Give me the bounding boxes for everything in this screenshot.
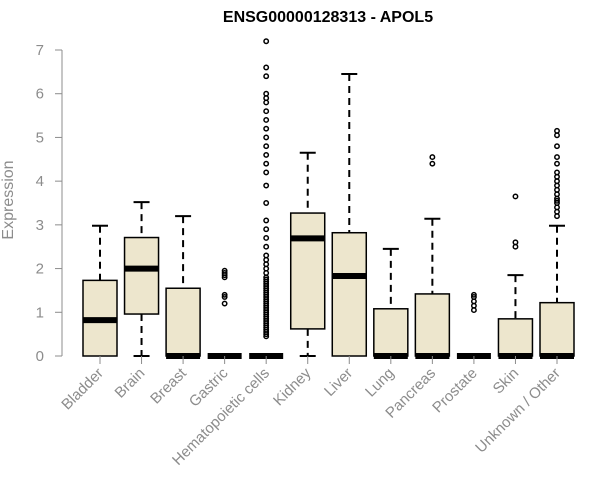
boxes-group <box>82 38 575 359</box>
outlier-point <box>470 294 477 300</box>
outlier-point <box>263 151 270 158</box>
outlier-point <box>221 300 228 307</box>
box-gastric <box>207 267 242 359</box>
y-tick-label: 3 <box>36 217 44 234</box>
box-body <box>331 231 368 357</box>
outlier-point <box>554 169 560 176</box>
box-skin <box>497 193 534 359</box>
outlier-point <box>263 73 270 80</box>
outlier-point <box>554 127 560 134</box>
box-body <box>165 287 201 357</box>
outlier-point <box>263 160 270 167</box>
outlier-point <box>263 90 270 97</box>
box-body <box>539 301 575 357</box>
y-tick-label: 2 <box>36 261 44 278</box>
outlier-point <box>263 182 270 189</box>
x-tick-label: Prostate <box>429 365 481 417</box>
outlier-point <box>263 143 270 150</box>
outlier-point <box>512 193 519 200</box>
outlier-point <box>263 276 270 283</box>
box-unknown-other <box>539 127 575 359</box>
x-tick-label: Kidney <box>270 364 315 409</box>
box-liver <box>331 73 368 357</box>
box-brain <box>123 201 160 357</box>
y-tick-label: 5 <box>36 129 44 146</box>
outlier-point <box>470 291 477 298</box>
y-tick-label: 1 <box>36 304 44 321</box>
outlier-point <box>263 252 270 259</box>
box-pancreas <box>414 154 451 359</box>
outlier-point <box>429 154 436 161</box>
outlier-point <box>554 154 560 161</box>
y-tick-label: 4 <box>36 173 44 190</box>
box-body <box>414 293 451 357</box>
outlier-point <box>554 160 560 167</box>
box-body <box>373 308 409 357</box>
y-tick-label: 7 <box>36 42 44 59</box>
outlier-point <box>554 197 560 204</box>
x-tick-label: Bladder <box>58 365 107 414</box>
outlier-point <box>221 269 228 276</box>
box-lung <box>373 247 409 359</box>
outlier-point <box>263 125 270 132</box>
x-tick-label: Liver <box>321 365 356 400</box>
outlier-point <box>263 169 270 176</box>
outlier-point <box>263 200 270 206</box>
outlier-point <box>263 38 270 45</box>
outlier-point <box>263 64 270 71</box>
outlier-point <box>263 108 270 115</box>
y-tick-label: 0 <box>36 348 44 365</box>
outlier-point <box>263 134 270 141</box>
outlier-point <box>221 294 228 300</box>
box-kidney <box>289 151 326 357</box>
outlier-point <box>263 235 270 241</box>
outlier-point <box>554 143 560 150</box>
chart-title: ENSG00000128313 - APOL5 <box>223 9 433 26</box>
outlier-point <box>263 217 270 224</box>
outlier-point <box>221 291 228 298</box>
box-body <box>289 212 326 330</box>
outlier-point <box>263 116 270 123</box>
x-tick-label: Breast <box>147 364 190 407</box>
box-hematopoietic-cells <box>249 38 284 359</box>
outlier-point <box>429 160 436 167</box>
x-tick-label: Skin <box>490 365 523 398</box>
y-axis: 0 1 2 3 4 5 6 7 <box>36 42 63 365</box>
box-breast <box>165 215 201 359</box>
y-tick-label: 6 <box>36 86 44 103</box>
box-body <box>123 236 160 315</box>
outlier-point <box>263 243 270 250</box>
outlier-point <box>263 226 270 233</box>
box-bladder <box>82 224 118 357</box>
box-body <box>497 318 534 357</box>
x-tick-label: Brain <box>112 365 149 402</box>
outlier-point <box>221 267 228 274</box>
outlier-point <box>512 239 519 246</box>
y-axis-label: Expression <box>0 160 17 239</box>
box-prostate <box>456 291 491 359</box>
x-tick-label: Lung <box>362 365 398 401</box>
